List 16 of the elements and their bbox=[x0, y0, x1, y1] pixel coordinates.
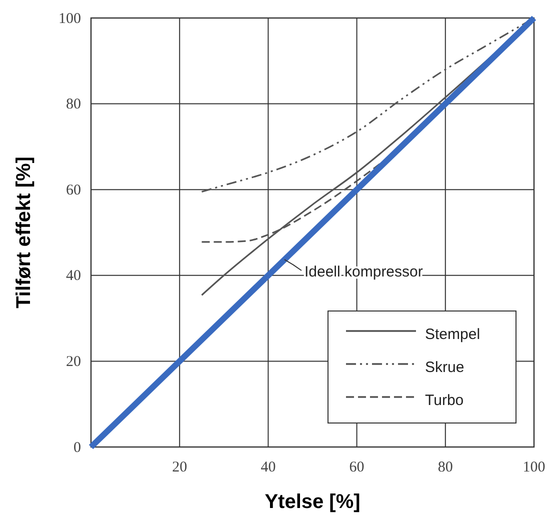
y-tick-label: 20 bbox=[66, 354, 81, 370]
x-tick-label: 60 bbox=[349, 460, 364, 476]
y-tick-label: 0 bbox=[74, 440, 81, 456]
x-tick-label: 20 bbox=[172, 460, 188, 476]
x-axis-title: Ytelse [%] bbox=[264, 491, 360, 513]
y-tick-label: 100 bbox=[58, 10, 81, 27]
y-tick-label: 60 bbox=[66, 182, 81, 198]
legend-label: Skrue bbox=[425, 359, 464, 376]
y-axis-title: Tilført effekt [%] bbox=[13, 156, 35, 308]
x-tick-label: 40 bbox=[260, 460, 276, 476]
x-tick-label: 80 bbox=[438, 460, 453, 476]
x-tick-label: 100 bbox=[522, 460, 546, 476]
legend-label: Stempel bbox=[425, 326, 480, 343]
legend-label: Turbo bbox=[425, 392, 464, 409]
y-tick-label: 40 bbox=[66, 268, 81, 284]
y-tick-label: 80 bbox=[66, 96, 81, 113]
